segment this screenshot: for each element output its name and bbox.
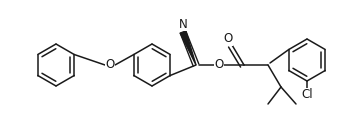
Polygon shape (180, 31, 196, 65)
Text: O: O (105, 58, 115, 72)
Text: O: O (223, 32, 232, 46)
Text: O: O (214, 58, 224, 72)
Text: N: N (179, 18, 187, 30)
Text: Cl: Cl (301, 88, 313, 102)
